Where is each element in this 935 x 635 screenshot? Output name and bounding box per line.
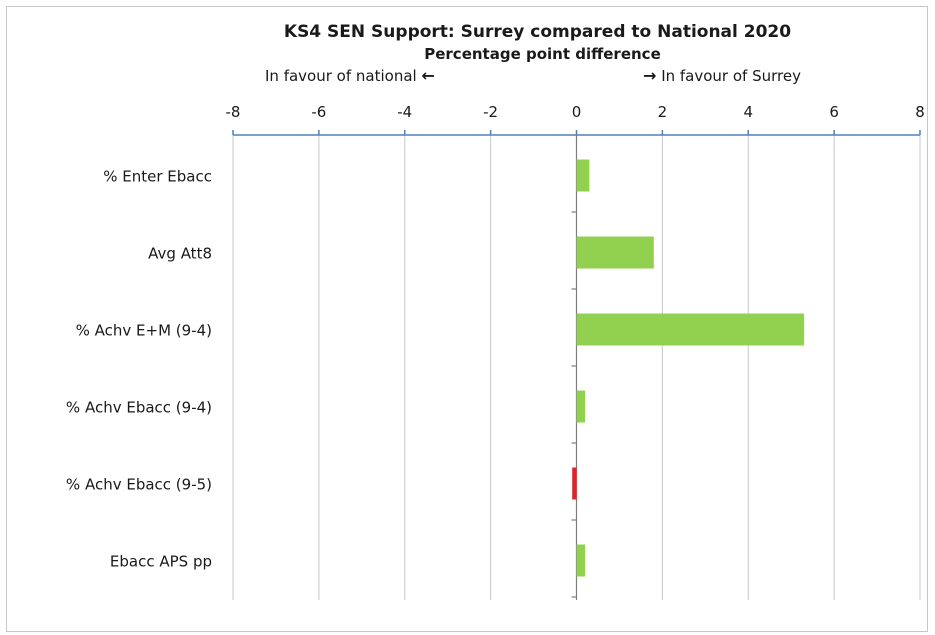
category-label: % Achv Ebacc (9-4) <box>66 399 212 417</box>
category-label: % Achv E+M (9-4) <box>76 322 212 340</box>
bar <box>576 313 805 346</box>
x-tick-label: -6 <box>311 103 326 121</box>
chart-subtitle: Percentage point difference <box>424 45 661 63</box>
bar <box>576 236 654 269</box>
x-tick-label: 4 <box>743 103 753 121</box>
bar <box>576 390 586 423</box>
bar <box>576 159 590 192</box>
annotation-left: In favour of national ← <box>265 66 435 85</box>
left-arrow-icon: ← <box>421 66 435 85</box>
category-label: Ebacc APS pp <box>110 553 212 571</box>
x-tick-label: -8 <box>226 103 241 121</box>
x-tick-label: 6 <box>829 103 839 121</box>
x-tick-label: -2 <box>483 103 498 121</box>
category-label: Avg Att8 <box>148 245 212 263</box>
right-arrow-icon: → <box>643 66 657 85</box>
category-label: % Achv Ebacc (9-5) <box>66 476 212 494</box>
annotation-right-text: In favour of Surrey <box>661 67 801 85</box>
bar <box>572 467 577 500</box>
x-tick-label: 2 <box>658 103 668 121</box>
category-label: % Enter Ebacc <box>103 168 212 186</box>
bar <box>576 544 586 577</box>
chart-title: KS4 SEN Support: Surrey compared to Nati… <box>283 22 792 42</box>
x-tick-label: -4 <box>397 103 412 121</box>
x-tick-label: 8 <box>915 103 925 121</box>
x-tick-label: 0 <box>572 103 582 121</box>
annotation-right: → In favour of Surrey <box>643 66 801 85</box>
annotation-left-text: In favour of national <box>265 67 417 85</box>
